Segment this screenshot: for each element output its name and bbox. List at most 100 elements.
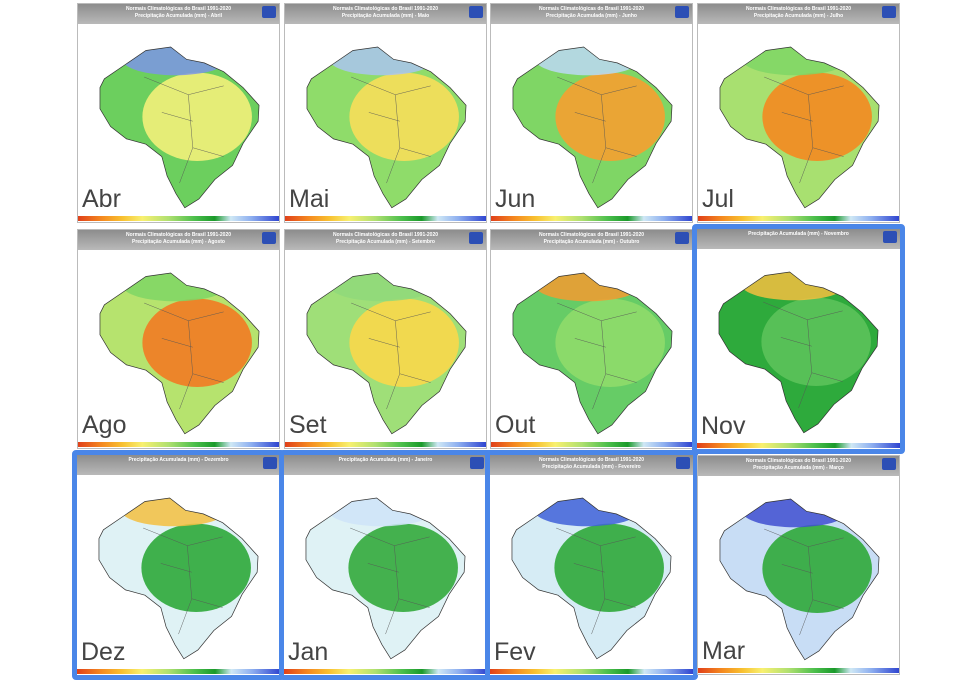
map-panel: Normais Climatológicas do Brasil 1991-20…: [490, 229, 693, 449]
month-label: Mai: [289, 185, 330, 213]
panel-header: Normais Climatológicas do Brasil 1991-20…: [491, 230, 692, 250]
month-label: Nov: [701, 412, 746, 440]
panel-header: Normais Climatológicas do Brasil 1991-20…: [285, 4, 486, 24]
color-scale: [78, 442, 279, 447]
panel-title: Normais Climatológicas do Brasil 1991-20…: [538, 6, 645, 12]
map-layers: [719, 46, 880, 208]
country-outline: [305, 497, 466, 660]
region-center: [142, 298, 252, 387]
state-borders: [764, 76, 844, 184]
panel-subtitle: Precipitação Acumulada (mm) - Agosto: [132, 239, 225, 245]
panel-subtitle: Precipitação Acumulada (mm) - Janeiro: [338, 457, 433, 463]
month-label: Jan: [288, 638, 329, 666]
brazil-map: [306, 272, 467, 435]
color-scale: [77, 669, 280, 674]
state-borders: [351, 76, 431, 184]
state-borders: [557, 302, 637, 410]
region-north: [742, 46, 849, 76]
map-panel: Normais Climatológicas do Brasil 1991-20…: [697, 455, 900, 675]
map-panel: Normais Climatológicas do Brasil 1991-20…: [697, 3, 900, 223]
region-north: [329, 46, 436, 76]
color-scale: [698, 668, 899, 673]
region-center: [555, 298, 665, 387]
region-north: [535, 46, 642, 76]
month-label: Set: [289, 411, 327, 439]
logo: [675, 6, 689, 18]
state-borders: [351, 302, 431, 410]
brazil-map: [512, 272, 673, 435]
brazil-map: [512, 46, 673, 209]
panel-subtitle: Precipitação Acumulada (mm) - Setembro: [335, 239, 435, 245]
month-label: Ago: [82, 411, 127, 439]
country-outline: [98, 497, 259, 660]
region-north: [742, 498, 849, 528]
state-borders: [764, 528, 844, 636]
brazil-map: [99, 46, 260, 209]
logo: [263, 457, 277, 469]
map-panel: Normais Climatológicas do Brasil 1991-20…: [485, 450, 698, 680]
panel-title: Normais Climatológicas do Brasil 1991-20…: [332, 6, 439, 12]
map-layers: [305, 497, 466, 659]
panel-header: Normais Climatológicas do Brasil 1991-20…: [285, 230, 486, 250]
brazil-map: [306, 46, 467, 209]
map-panel: Precipitação Acumulada (mm) - Dezembro De…: [72, 450, 285, 680]
logo: [470, 457, 484, 469]
logo: [469, 232, 483, 244]
panel-header: Normais Climatológicas do Brasil 1991-20…: [490, 455, 693, 475]
brazil-map: [305, 497, 466, 660]
country-outline: [99, 46, 260, 209]
color-scale: [697, 443, 900, 448]
brazil-map: [719, 46, 880, 209]
region-north: [535, 272, 642, 302]
state-borders: [557, 76, 637, 184]
brazil-map: [511, 497, 672, 660]
map-panel: Normais Climatológicas do Brasil 1991-20…: [77, 229, 280, 449]
panel-subtitle: Precipitação Acumulada (mm) - Março: [753, 465, 844, 471]
country-outline: [719, 46, 880, 209]
brazil-map: [98, 497, 259, 660]
map-layers: [511, 497, 672, 659]
region-north: [741, 271, 848, 301]
country-outline: [719, 498, 880, 661]
month-label: Abr: [82, 185, 121, 213]
month-label: Out: [495, 411, 536, 439]
panel-header: Normais Climatológicas do Brasil 1991-20…: [698, 4, 899, 24]
panel-subtitle: Precipitação Acumulada (mm) - Outubro: [543, 239, 640, 245]
region-center: [141, 523, 251, 612]
logo: [469, 6, 483, 18]
region-center: [349, 298, 459, 387]
state-borders: [144, 76, 224, 184]
panel-header: Normais Climatológicas do Brasil 1991-20…: [491, 4, 692, 24]
panel-subtitle: Precipitação Acumulada (mm) - Dezembro: [128, 457, 229, 463]
map-layers: [718, 271, 879, 433]
brazil-map: [719, 498, 880, 661]
panel-header: Normais Climatológicas do Brasil 1991-20…: [78, 230, 279, 250]
state-borders: [144, 302, 224, 410]
map-panel: Precipitação Acumulada (mm) - Janeiro Jan: [279, 450, 492, 680]
map-layers: [306, 46, 467, 208]
map-panel: Normais Climatológicas do Brasil 1991-20…: [284, 3, 487, 223]
panel-header: Precipitação Acumulada (mm) - Dezembro: [77, 455, 280, 475]
panel-subtitle: Precipitação Acumulada (mm) - Junho: [546, 13, 637, 19]
region-center: [554, 523, 664, 612]
logo: [675, 232, 689, 244]
state-borders: [556, 527, 636, 635]
panel-subtitle: Precipitação Acumulada (mm) - Maio: [341, 13, 430, 19]
map-layers: [98, 497, 259, 659]
region-north: [328, 497, 435, 527]
region-center: [142, 72, 252, 161]
region-center: [349, 72, 459, 161]
color-scale: [284, 669, 487, 674]
panel-header: Precipitação Acumulada (mm) - Novembro: [697, 229, 900, 249]
logo: [262, 232, 276, 244]
region-center: [555, 72, 665, 161]
month-label: Jul: [702, 185, 734, 213]
region-north: [122, 46, 229, 76]
panel-title: Normais Climatológicas do Brasil 1991-20…: [332, 232, 439, 238]
color-scale: [285, 442, 486, 447]
logo: [262, 6, 276, 18]
panel-header: Normais Climatológicas do Brasil 1991-20…: [78, 4, 279, 24]
country-outline: [99, 272, 260, 435]
region-north: [122, 272, 229, 302]
color-scale: [698, 216, 899, 221]
